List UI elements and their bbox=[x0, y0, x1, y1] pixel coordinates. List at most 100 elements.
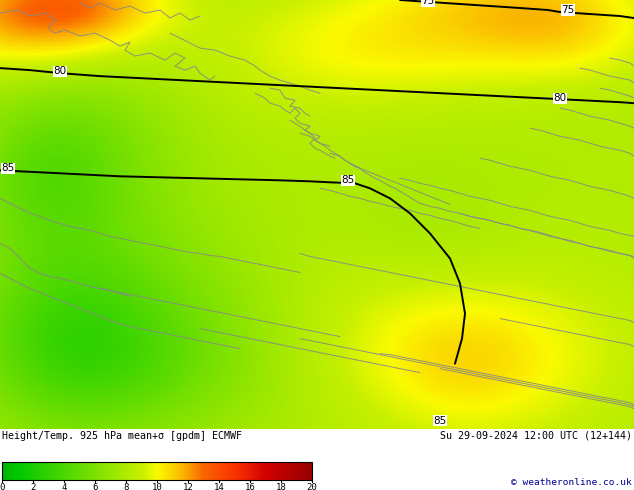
Bar bbox=[194, 462, 195, 480]
Bar bbox=[224, 462, 226, 480]
Bar bbox=[212, 462, 213, 480]
Bar bbox=[96, 462, 98, 480]
Bar bbox=[13, 462, 15, 480]
Bar bbox=[261, 462, 262, 480]
Bar bbox=[166, 462, 167, 480]
Bar bbox=[186, 462, 187, 480]
Bar bbox=[48, 462, 49, 480]
Bar bbox=[141, 462, 142, 480]
Bar bbox=[90, 462, 91, 480]
Bar bbox=[286, 462, 287, 480]
Bar bbox=[253, 462, 254, 480]
Bar bbox=[205, 462, 206, 480]
Bar bbox=[306, 462, 307, 480]
Bar bbox=[256, 462, 257, 480]
Bar bbox=[271, 462, 272, 480]
Bar bbox=[118, 462, 119, 480]
Bar bbox=[238, 462, 239, 480]
Bar bbox=[2, 462, 3, 480]
Bar bbox=[219, 462, 221, 480]
Bar bbox=[15, 462, 16, 480]
Bar bbox=[38, 462, 39, 480]
Bar bbox=[207, 462, 209, 480]
Bar bbox=[130, 462, 131, 480]
Bar bbox=[158, 462, 159, 480]
Bar bbox=[243, 462, 244, 480]
Bar bbox=[139, 462, 141, 480]
Bar bbox=[195, 462, 197, 480]
Bar bbox=[99, 462, 100, 480]
Bar bbox=[54, 462, 55, 480]
Bar bbox=[225, 462, 226, 480]
Bar bbox=[87, 462, 89, 480]
Bar bbox=[246, 462, 247, 480]
Bar bbox=[2, 462, 312, 480]
Bar bbox=[151, 462, 152, 480]
Bar bbox=[110, 462, 111, 480]
Bar bbox=[26, 462, 27, 480]
Bar bbox=[163, 462, 165, 480]
Bar bbox=[134, 462, 136, 480]
Bar bbox=[138, 462, 139, 480]
Bar bbox=[202, 462, 204, 480]
Bar bbox=[221, 462, 223, 480]
Bar bbox=[261, 462, 262, 480]
Text: Height/Temp. 925 hPa mean+σ [gpdm] ECMWF: Height/Temp. 925 hPa mean+σ [gpdm] ECMWF bbox=[2, 431, 242, 441]
Bar bbox=[4, 462, 6, 480]
Bar bbox=[188, 462, 190, 480]
Bar bbox=[233, 462, 235, 480]
Bar bbox=[184, 462, 185, 480]
Bar bbox=[230, 462, 231, 480]
Bar bbox=[10, 462, 11, 480]
Bar bbox=[250, 462, 251, 480]
Bar bbox=[274, 462, 275, 480]
Bar bbox=[154, 462, 155, 480]
Bar bbox=[53, 462, 54, 480]
Bar bbox=[223, 462, 224, 480]
Bar bbox=[259, 462, 261, 480]
Bar bbox=[49, 462, 51, 480]
Bar bbox=[11, 462, 13, 480]
Bar bbox=[64, 462, 65, 480]
Bar bbox=[255, 462, 257, 480]
Bar bbox=[226, 462, 228, 480]
Bar bbox=[113, 462, 115, 480]
Text: 12: 12 bbox=[183, 483, 193, 490]
Bar bbox=[89, 462, 90, 480]
Bar bbox=[231, 462, 233, 480]
Bar bbox=[192, 462, 193, 480]
Bar bbox=[179, 462, 181, 480]
Bar bbox=[79, 462, 80, 480]
Bar bbox=[236, 462, 238, 480]
Bar bbox=[189, 462, 190, 480]
Bar bbox=[304, 462, 305, 480]
Bar bbox=[82, 462, 83, 480]
Bar bbox=[289, 462, 290, 480]
Bar bbox=[150, 462, 151, 480]
Bar bbox=[86, 462, 87, 480]
Bar bbox=[200, 462, 202, 480]
Bar bbox=[213, 462, 214, 480]
Bar bbox=[5, 462, 6, 480]
Bar bbox=[125, 462, 126, 480]
Bar bbox=[34, 462, 36, 480]
Bar bbox=[288, 462, 290, 480]
Bar bbox=[199, 462, 201, 480]
Bar bbox=[176, 462, 177, 480]
Bar bbox=[63, 462, 64, 480]
Bar bbox=[65, 462, 67, 480]
Bar bbox=[161, 462, 162, 480]
Bar bbox=[287, 462, 288, 480]
Bar bbox=[227, 462, 229, 480]
Bar bbox=[202, 462, 203, 480]
Text: 0: 0 bbox=[0, 483, 4, 490]
Bar bbox=[69, 462, 70, 480]
Bar bbox=[182, 462, 183, 480]
Bar bbox=[123, 462, 124, 480]
Text: 2: 2 bbox=[30, 483, 36, 490]
Bar bbox=[59, 462, 60, 480]
Bar bbox=[245, 462, 246, 480]
Bar bbox=[247, 462, 249, 480]
Bar bbox=[276, 462, 277, 480]
Bar bbox=[279, 462, 280, 480]
